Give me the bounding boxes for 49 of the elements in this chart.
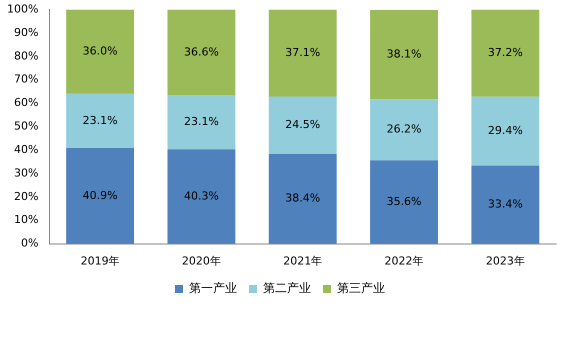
data-label: 38.4% (285, 192, 320, 205)
y-tick-label: 100% (6, 2, 38, 16)
data-label: 26.2% (386, 122, 422, 136)
data-label: 35.6% (386, 194, 422, 208)
bar (167, 149, 236, 244)
data-label: 37.1% (285, 46, 320, 59)
data-label: 40.3% (184, 189, 219, 202)
y-tick-label: 0% (20, 236, 38, 250)
data-label: 40.9% (82, 188, 118, 202)
y-tick-label: 20% (14, 190, 38, 203)
bar (268, 10, 337, 96)
x-tick-label: 2022年 (384, 254, 424, 268)
y-tick-label: 40% (14, 142, 38, 156)
bar (370, 10, 438, 100)
bar (471, 166, 540, 244)
bar (370, 160, 438, 244)
legend-label: 第一产业 (189, 281, 237, 296)
bar (167, 10, 236, 96)
y-tick-label: 60% (14, 96, 38, 110)
legend-label: 第二产业 (263, 281, 311, 296)
data-label: 38.1% (386, 47, 422, 60)
data-label: 23.1% (184, 115, 219, 128)
data-label: 23.1% (82, 114, 118, 127)
y-tick-label: 30% (14, 166, 38, 180)
y-tick-label: 70% (14, 72, 38, 86)
bar (471, 96, 540, 166)
bar (167, 95, 236, 150)
x-tick-label: 2020年 (182, 254, 221, 268)
bar (268, 96, 337, 154)
bar (66, 10, 134, 94)
x-tick-label: 2019年 (80, 254, 120, 268)
bar (66, 94, 134, 148)
data-label: 24.5% (285, 118, 320, 132)
x-tick-label: 2021年 (283, 254, 322, 268)
data-label: 29.4% (488, 124, 523, 138)
data-label: 33.4% (488, 198, 523, 211)
y-tick-label: 50% (14, 120, 38, 133)
bar (268, 154, 337, 244)
legend-label: 第三产业 (337, 281, 385, 296)
y-tick-label: 10% (14, 213, 38, 226)
data-label: 36.0% (82, 44, 118, 58)
bar (471, 10, 540, 97)
bar (66, 148, 134, 244)
bar (370, 99, 438, 160)
data-label: 37.2% (488, 46, 523, 60)
x-tick-label: 2023年 (486, 254, 525, 268)
data-label: 36.6% (184, 45, 219, 58)
y-tick-label: 90% (14, 26, 38, 39)
y-tick-label: 80% (14, 49, 38, 62)
